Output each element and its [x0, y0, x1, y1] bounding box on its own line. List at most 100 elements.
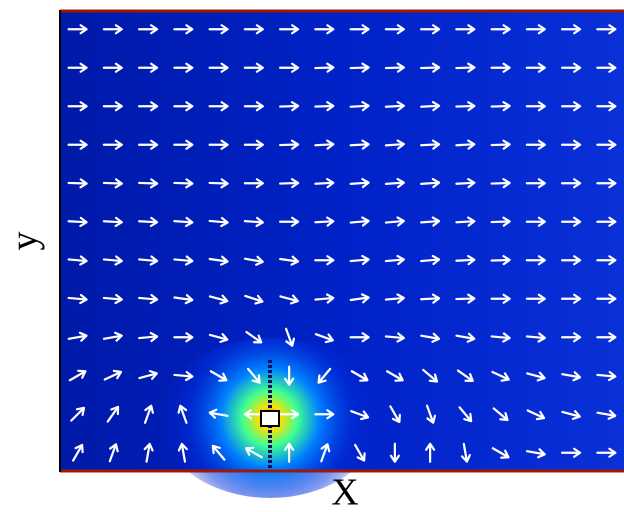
arrow	[596, 370, 617, 382]
arrow	[108, 443, 119, 463]
arrow	[420, 139, 441, 150]
arrow-head	[220, 62, 229, 73]
arrow	[138, 24, 159, 35]
arrow-shaft	[102, 181, 122, 185]
arrow	[384, 177, 405, 189]
arrow-shaft	[456, 369, 474, 382]
arrow	[102, 216, 123, 228]
arrow	[385, 370, 404, 382]
arrow	[102, 331, 123, 342]
arrow-head	[572, 371, 582, 382]
arrow-shaft	[384, 296, 404, 301]
arrow-shaft	[180, 443, 187, 463]
arrow-shaft	[209, 370, 227, 381]
arrow	[490, 24, 511, 35]
arrow-head	[149, 255, 159, 266]
arrow	[525, 101, 546, 112]
arrow-head	[573, 293, 582, 304]
arrow-head	[500, 372, 510, 382]
arrow-head	[573, 447, 582, 458]
arrow-shaft	[70, 407, 85, 422]
arrow-head	[255, 178, 264, 189]
arrow	[284, 327, 296, 347]
arrow-head	[114, 139, 123, 150]
arrow	[314, 255, 335, 266]
arrow-head	[573, 24, 582, 35]
arrow-head	[110, 405, 120, 416]
arrow-head	[537, 139, 546, 150]
arrow-head	[219, 294, 229, 305]
arrow-head	[467, 293, 476, 304]
arrow-head	[608, 255, 617, 266]
arrow-shaft	[138, 220, 158, 224]
arrow	[211, 444, 226, 461]
arrow-head	[149, 293, 159, 305]
arrow-shaft	[596, 411, 616, 417]
arrow	[525, 255, 546, 266]
arrow	[173, 62, 194, 73]
arrow	[314, 333, 334, 344]
arrow	[350, 370, 369, 382]
arrow-shaft	[420, 181, 440, 185]
arrow-head	[326, 24, 335, 35]
arrow-shaft	[320, 444, 329, 463]
arrow	[208, 62, 229, 73]
arrow	[314, 139, 335, 150]
arrow-head	[573, 62, 582, 73]
arrow-shaft	[420, 66, 440, 70]
arrow	[349, 254, 370, 266]
arrow	[384, 254, 405, 266]
arrow-head	[326, 255, 335, 266]
arrow-head	[150, 139, 159, 150]
arrow-head	[219, 255, 229, 266]
arrow-shaft	[244, 294, 263, 303]
arrow-shaft	[102, 296, 122, 301]
arrow-shaft	[492, 407, 508, 421]
arrow-shaft	[561, 410, 580, 418]
arrow-head	[150, 24, 159, 35]
arrow	[561, 139, 582, 150]
arrow-head	[79, 255, 88, 266]
arrow-shaft	[526, 372, 545, 379]
arrow-head	[608, 447, 617, 458]
arrow-shaft	[490, 143, 510, 147]
arrow-head	[291, 216, 300, 227]
arrow-shaft	[314, 181, 334, 185]
arrow-shaft	[138, 296, 158, 301]
arrow	[314, 293, 335, 304]
arrow-head	[573, 101, 582, 112]
arrow	[320, 443, 331, 463]
arrow-head	[255, 255, 264, 266]
arrow-head	[464, 373, 474, 383]
arrow-shaft	[349, 104, 369, 108]
arrow-shaft	[173, 258, 193, 263]
arrow	[420, 293, 441, 304]
arrow	[208, 255, 229, 266]
arrow	[208, 24, 229, 35]
arrow-head	[291, 62, 300, 73]
arrow	[208, 139, 229, 150]
arrow	[349, 62, 370, 73]
arrow	[243, 62, 264, 73]
arrow-head	[326, 139, 335, 150]
arrow-shaft	[143, 405, 152, 424]
arrow-shaft	[384, 104, 404, 108]
arrow-head	[361, 62, 370, 73]
arrow	[491, 447, 510, 459]
arrow-head	[361, 332, 370, 343]
arrow-head	[290, 255, 300, 266]
arrow-head	[177, 442, 188, 452]
arrow	[67, 139, 88, 150]
arrow	[525, 332, 546, 343]
arrow	[138, 331, 159, 343]
arrow-head	[396, 254, 405, 266]
arrow-shaft	[314, 104, 334, 108]
arrow-shaft	[208, 333, 228, 341]
arrow-head	[356, 452, 366, 462]
arrow	[455, 62, 476, 73]
arrow	[561, 447, 582, 458]
arrow-head	[284, 377, 295, 386]
arrow	[455, 24, 476, 35]
arrow	[384, 24, 405, 35]
arrow-head	[608, 101, 617, 112]
